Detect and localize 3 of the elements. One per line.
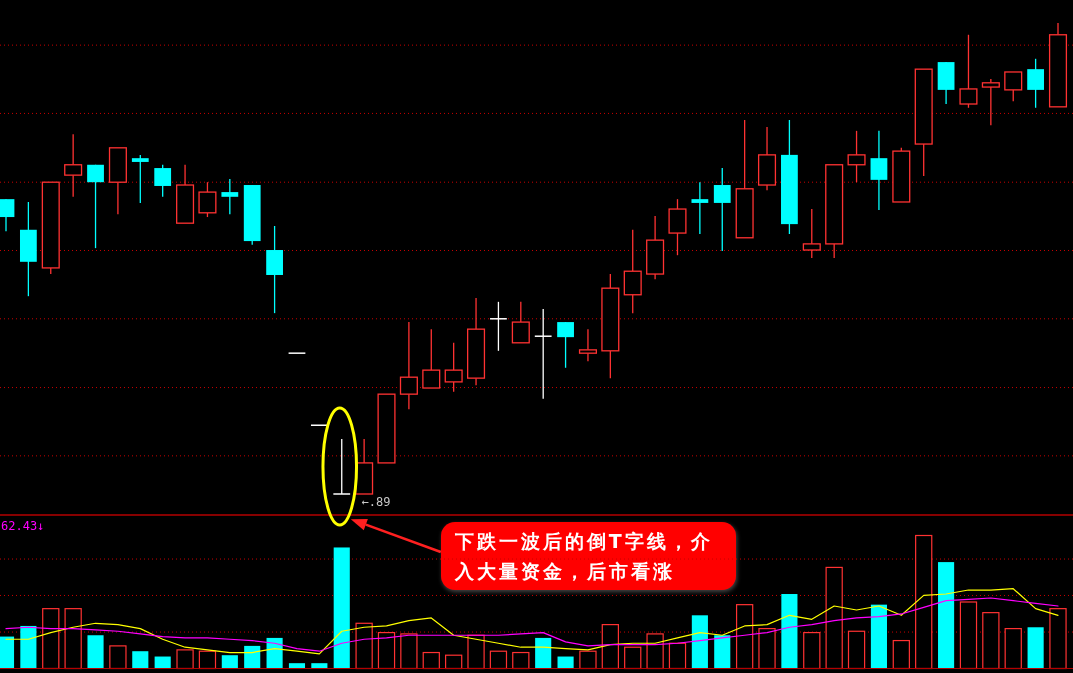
- annotation: ←.89: [361, 495, 391, 509]
- annotation: 下跌一波后的倒T字线，介入大量资金，后市看涨: [440, 522, 736, 590]
- annotation: 62.43↓: [1, 519, 45, 533]
